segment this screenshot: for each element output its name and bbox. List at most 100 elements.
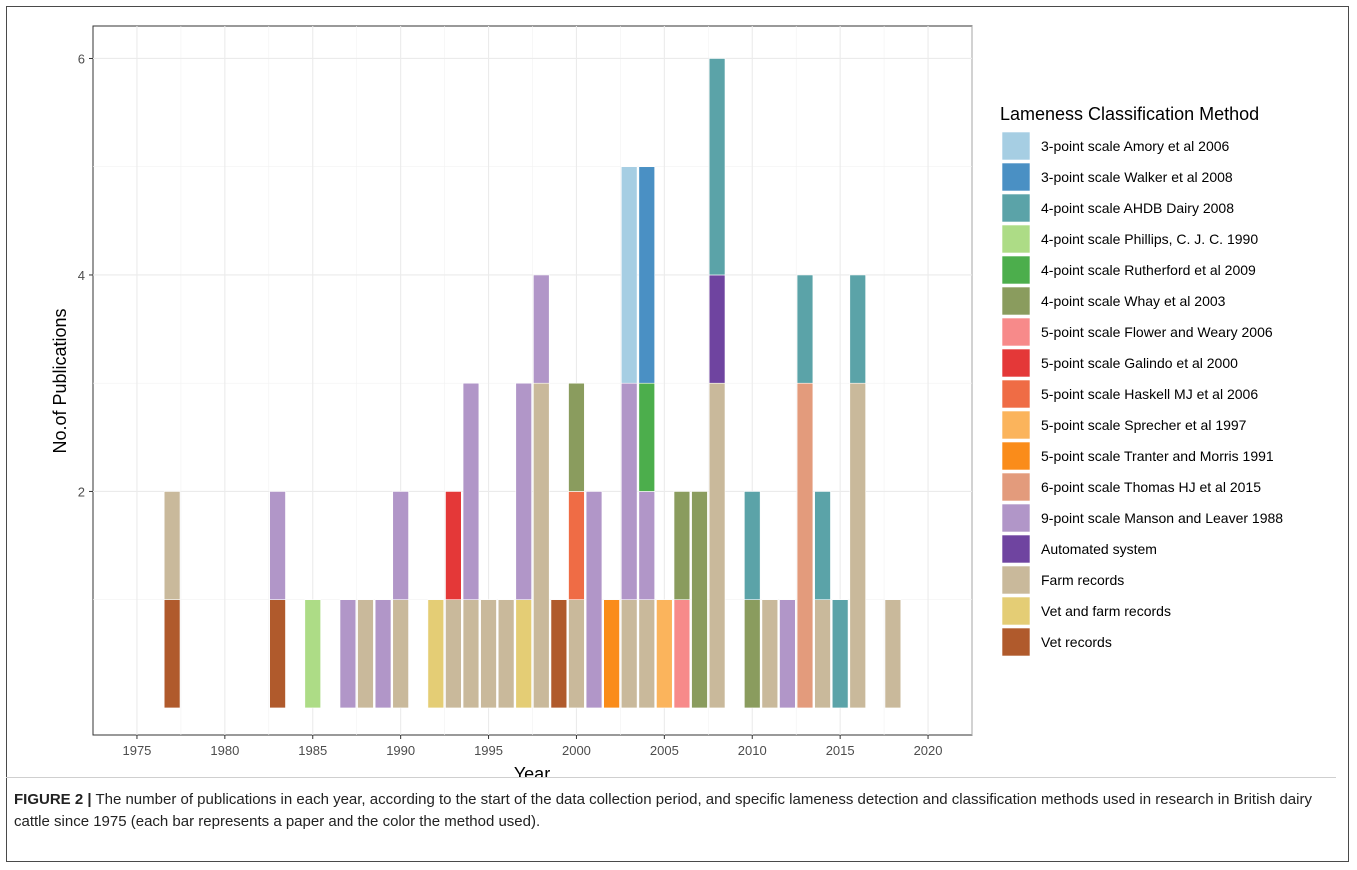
bar-segment xyxy=(515,382,532,600)
x-tick-label: 1985 xyxy=(298,743,327,758)
bar-segment xyxy=(673,599,691,709)
bar-segment xyxy=(656,599,673,709)
y-tick-label: 6 xyxy=(78,51,85,66)
bar-segment xyxy=(568,491,585,600)
bar-segment xyxy=(708,274,726,384)
figure-caption: FIGURE 2 | The number of publications in… xyxy=(14,789,1334,833)
bar-segment xyxy=(427,599,445,709)
bar-segment xyxy=(568,599,585,709)
legend-item-label: 5-point scale Flower and Weary 2006 xyxy=(1041,324,1273,340)
bar-segment xyxy=(462,382,480,600)
legend-key-swatch xyxy=(1001,596,1031,626)
legend-key-swatch xyxy=(1001,565,1031,595)
bar-segment xyxy=(462,599,480,709)
bar-segment xyxy=(814,599,831,709)
x-tick-label: 1975 xyxy=(122,743,151,758)
bar-segment xyxy=(620,382,638,600)
legend-key-swatch xyxy=(1001,627,1031,657)
legend-item-label: 4-point scale Rutherford et al 2009 xyxy=(1041,262,1256,278)
figure-frame: 1975 1980 1985 1990 1995 2000 2005 2010 2015 2020… xyxy=(6,6,1349,862)
bar-segment xyxy=(638,382,655,492)
bar-segment xyxy=(374,599,392,709)
bar-segment xyxy=(708,58,726,276)
legend-key-swatch xyxy=(1001,255,1031,285)
legend-key-swatch xyxy=(1001,379,1031,409)
bar-segment xyxy=(849,274,866,384)
bar-segment xyxy=(480,599,497,709)
x-axis-title: Year xyxy=(514,764,550,777)
legend-item-label: 3-point scale Amory et al 2006 xyxy=(1041,138,1230,154)
bar-segment xyxy=(392,491,409,600)
bar-segment xyxy=(620,166,638,384)
bar-segment xyxy=(603,599,620,709)
legend-key-swatch xyxy=(1001,162,1031,192)
bar-segment xyxy=(691,491,708,709)
legend-key-swatch xyxy=(1001,193,1031,223)
bar-segment xyxy=(831,599,849,709)
legend-item-label: Farm records xyxy=(1041,572,1124,588)
bar-segment xyxy=(638,166,655,384)
bar-segment xyxy=(849,382,866,709)
bars xyxy=(163,58,902,709)
x-tick-label: 1995 xyxy=(474,743,503,758)
legend-key-swatch xyxy=(1001,534,1031,564)
legend-title: Lameness Classification Method xyxy=(1000,104,1259,124)
bar-segment xyxy=(445,599,462,709)
legend-item-label: Vet and farm records xyxy=(1041,603,1171,619)
legend-key-swatch xyxy=(1001,286,1031,316)
legend: 3-point scale Amory et al 2006 3-point sc… xyxy=(1001,131,1283,657)
x-tick-label: 2000 xyxy=(562,743,591,758)
y-tick-label: 4 xyxy=(78,268,85,283)
bar-segment xyxy=(585,491,603,709)
bar-segment xyxy=(163,491,181,600)
legend-key-swatch xyxy=(1001,410,1031,440)
legend-item-label: Vet records xyxy=(1041,634,1112,650)
bar-segment xyxy=(884,599,902,709)
bar-segment xyxy=(638,491,655,600)
legend-key-swatch xyxy=(1001,472,1031,502)
bar-segment xyxy=(568,382,585,492)
legend-key-swatch xyxy=(1001,317,1031,347)
x-tick-label: 1980 xyxy=(210,743,239,758)
bar-segment xyxy=(515,599,532,709)
caption-divider xyxy=(6,777,1336,778)
legend-item-label: 4-point scale Whay et al 2003 xyxy=(1041,293,1226,309)
bar-segment xyxy=(392,599,409,709)
bar-segment xyxy=(533,274,550,384)
bar-segment xyxy=(550,599,568,709)
bar-segment xyxy=(814,491,831,600)
legend-key-swatch xyxy=(1001,131,1031,161)
bar-segment xyxy=(339,599,357,709)
bar-segment xyxy=(163,599,181,709)
legend-item-label: 5-point scale Haskell MJ et al 2006 xyxy=(1041,386,1258,402)
bar-segment xyxy=(761,599,779,709)
stacked-bar-chart: 1975 1980 1985 1990 1995 2000 2005 2010 2015 2020… xyxy=(50,25,1283,777)
legend-item-label: 5-point scale Sprecher et al 1997 xyxy=(1041,417,1247,433)
legend-item-label: 3-point scale Walker et al 2008 xyxy=(1041,169,1233,185)
x-tick-label: 2005 xyxy=(650,743,679,758)
legend-key-swatch xyxy=(1001,348,1031,378)
bar-segment xyxy=(779,599,796,709)
caption-text: The number of publications in each year,… xyxy=(14,791,1312,830)
legend-key-swatch xyxy=(1001,503,1031,533)
legend-key-swatch xyxy=(1001,441,1031,471)
bar-segment xyxy=(269,491,286,600)
bar-segment xyxy=(533,382,550,709)
bar-segment xyxy=(744,599,761,709)
legend-item-label: 5-point scale Galindo et al 2000 xyxy=(1041,355,1238,371)
x-tick-label: 1990 xyxy=(386,743,415,758)
x-tick-label: 2020 xyxy=(914,743,943,758)
grid-lines xyxy=(93,26,973,735)
axes: 1975 1980 1985 1990 1995 2000 2005 2010 2015 2020… xyxy=(78,51,943,758)
bar-segment xyxy=(638,599,655,709)
bar-segment xyxy=(357,599,374,709)
x-tick-label: 2010 xyxy=(738,743,767,758)
legend-item-label: Automated system xyxy=(1041,541,1157,557)
x-tick-label: 2015 xyxy=(826,743,855,758)
legend-key-swatch xyxy=(1001,224,1031,254)
bar-segment xyxy=(744,491,761,600)
legend-item-label: 5-point scale Tranter and Morris 1991 xyxy=(1041,448,1274,464)
y-axis-title: No.of Publications xyxy=(50,308,70,453)
bar-segment xyxy=(796,382,814,709)
legend-item-label: 9-point scale Manson and Leaver 1988 xyxy=(1041,510,1283,526)
